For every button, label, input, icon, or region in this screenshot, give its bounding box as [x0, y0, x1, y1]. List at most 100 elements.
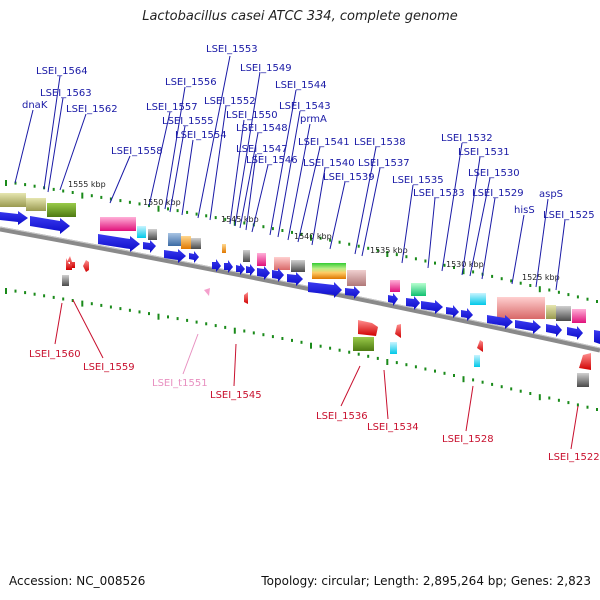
gene-label-lsei-1538: LSEI_1538: [354, 137, 406, 148]
ring-tick: [405, 255, 408, 259]
ring-tick: [33, 292, 36, 296]
ring-tick: [500, 385, 503, 389]
ring-tick: [214, 324, 217, 328]
gene-label-lsei-1544: LSEI_1544: [275, 80, 327, 91]
ring-tick: [538, 394, 541, 401]
ring-tick: [271, 227, 274, 231]
ring-tick: [510, 279, 513, 283]
gene-label-lsei-1563: LSEI_1563: [40, 88, 92, 99]
ring-tick: [472, 270, 475, 274]
ring-tick: [529, 284, 532, 287]
ring-tick: [90, 302, 93, 306]
ring-tick: [186, 318, 189, 322]
ring-tick: [376, 356, 379, 360]
map-title: Lactobacillus casei ATCC 334, complete g…: [142, 9, 458, 24]
gene-label-hiss: hisS: [514, 205, 535, 216]
ring-tick: [205, 214, 208, 218]
ring-tick: [148, 312, 150, 316]
ring-tick: [319, 236, 322, 240]
ring-tick: [348, 350, 351, 354]
cds-arrow: [461, 308, 473, 321]
gene-box: [556, 306, 571, 321]
gene-label-lsei-1556: LSEI_1556: [165, 77, 217, 88]
gene-box: [312, 263, 346, 279]
cds-arrow: [388, 293, 398, 306]
ring-tick: [138, 310, 141, 314]
ring-tick: [424, 367, 427, 371]
gene-box: [390, 280, 400, 292]
cds-arrow: [164, 249, 186, 263]
ring-tick: [90, 194, 93, 198]
accession-label: Accession: NC_008526: [9, 574, 146, 588]
ring-tick: [529, 392, 532, 395]
ring-tick: [310, 342, 312, 349]
gene-box: [222, 244, 226, 253]
scale-label-1535: 1535 kbp: [370, 246, 408, 255]
gene-label-lsei-1543: LSEI_1543: [279, 101, 331, 112]
reverse-arrow: [67, 256, 75, 268]
gene-box: [100, 217, 136, 231]
genome-backbone: [0, 226, 600, 353]
cds-arrow: [189, 251, 199, 263]
reverse-arrow: [83, 260, 89, 272]
ring-tick: [557, 290, 560, 294]
ring-tick: [186, 210, 189, 214]
ring-tick: [548, 288, 551, 292]
ring-tick: [443, 263, 446, 267]
ring-tick: [243, 221, 246, 225]
ring-tick: [119, 307, 122, 311]
gene-box: [47, 203, 76, 217]
ring-tick: [434, 261, 436, 265]
genome-summary-label: Topology: circular; Length: 2,895,264 bp…: [261, 574, 591, 588]
ring-tick: [33, 184, 36, 188]
gene-label-lsei-1545: LSEI_1545: [210, 390, 262, 401]
ring-tick: [262, 333, 265, 337]
ring-tick: [281, 229, 284, 232]
cds-arrow: [546, 323, 562, 337]
ring-tick: [14, 289, 17, 293]
gene-label-lsei-1534: LSEI_1534: [367, 422, 419, 433]
gene-label-lsei-1558: LSEI_1558: [111, 146, 163, 157]
gene-box: [347, 270, 366, 286]
gene-label-lsei-1549: LSEI_1549: [240, 63, 292, 74]
gene-label-lsei-1550: LSEI_1550: [226, 110, 278, 121]
ring-tick: [14, 181, 17, 185]
ring-tick: [176, 209, 179, 213]
scale-label-1530: 1530 kbp: [446, 260, 484, 269]
ring-tick: [81, 300, 84, 307]
ring-tick: [224, 325, 227, 329]
gene-box: [474, 355, 480, 367]
ring-tick: [252, 331, 255, 335]
cds-arrow: [446, 305, 459, 318]
ring-tick: [329, 346, 332, 350]
ring-tick: [453, 266, 455, 269]
gene-label-lsei-1522: LSEI_1522: [548, 452, 600, 463]
ring-tick: [205, 322, 208, 326]
cds-arrow: [98, 234, 140, 252]
ring-tick: [548, 396, 551, 400]
ring-tick: [434, 369, 436, 373]
cds-arrow: [0, 211, 28, 225]
ring-tick: [576, 403, 579, 407]
ring-tick: [348, 242, 351, 246]
ring-tick: [109, 305, 112, 309]
cds-arrow: [594, 330, 600, 344]
ring-tick: [233, 327, 236, 334]
reverse-arrow: [395, 324, 401, 338]
ring-tick: [310, 234, 312, 241]
cds-arrow: [246, 264, 255, 276]
gene-label-lsei-1557: LSEI_1557: [146, 102, 198, 113]
gene-label-lsei-1531: LSEI_1531: [458, 147, 510, 158]
ring-tick: [300, 340, 303, 344]
gene-label-lsei-1529: LSEI_1529: [472, 188, 524, 199]
reverse-arrow: [358, 320, 378, 336]
ring-tick: [491, 274, 494, 278]
ring-tick: [338, 348, 341, 352]
reverse-leader-lines: [54, 299, 579, 450]
ring-tick: [538, 286, 541, 293]
ring-tick: [414, 257, 417, 261]
gene-box: [181, 236, 191, 249]
ring-tick: [424, 259, 427, 263]
ring-tick: [243, 329, 246, 333]
ring-tick: [281, 337, 284, 340]
